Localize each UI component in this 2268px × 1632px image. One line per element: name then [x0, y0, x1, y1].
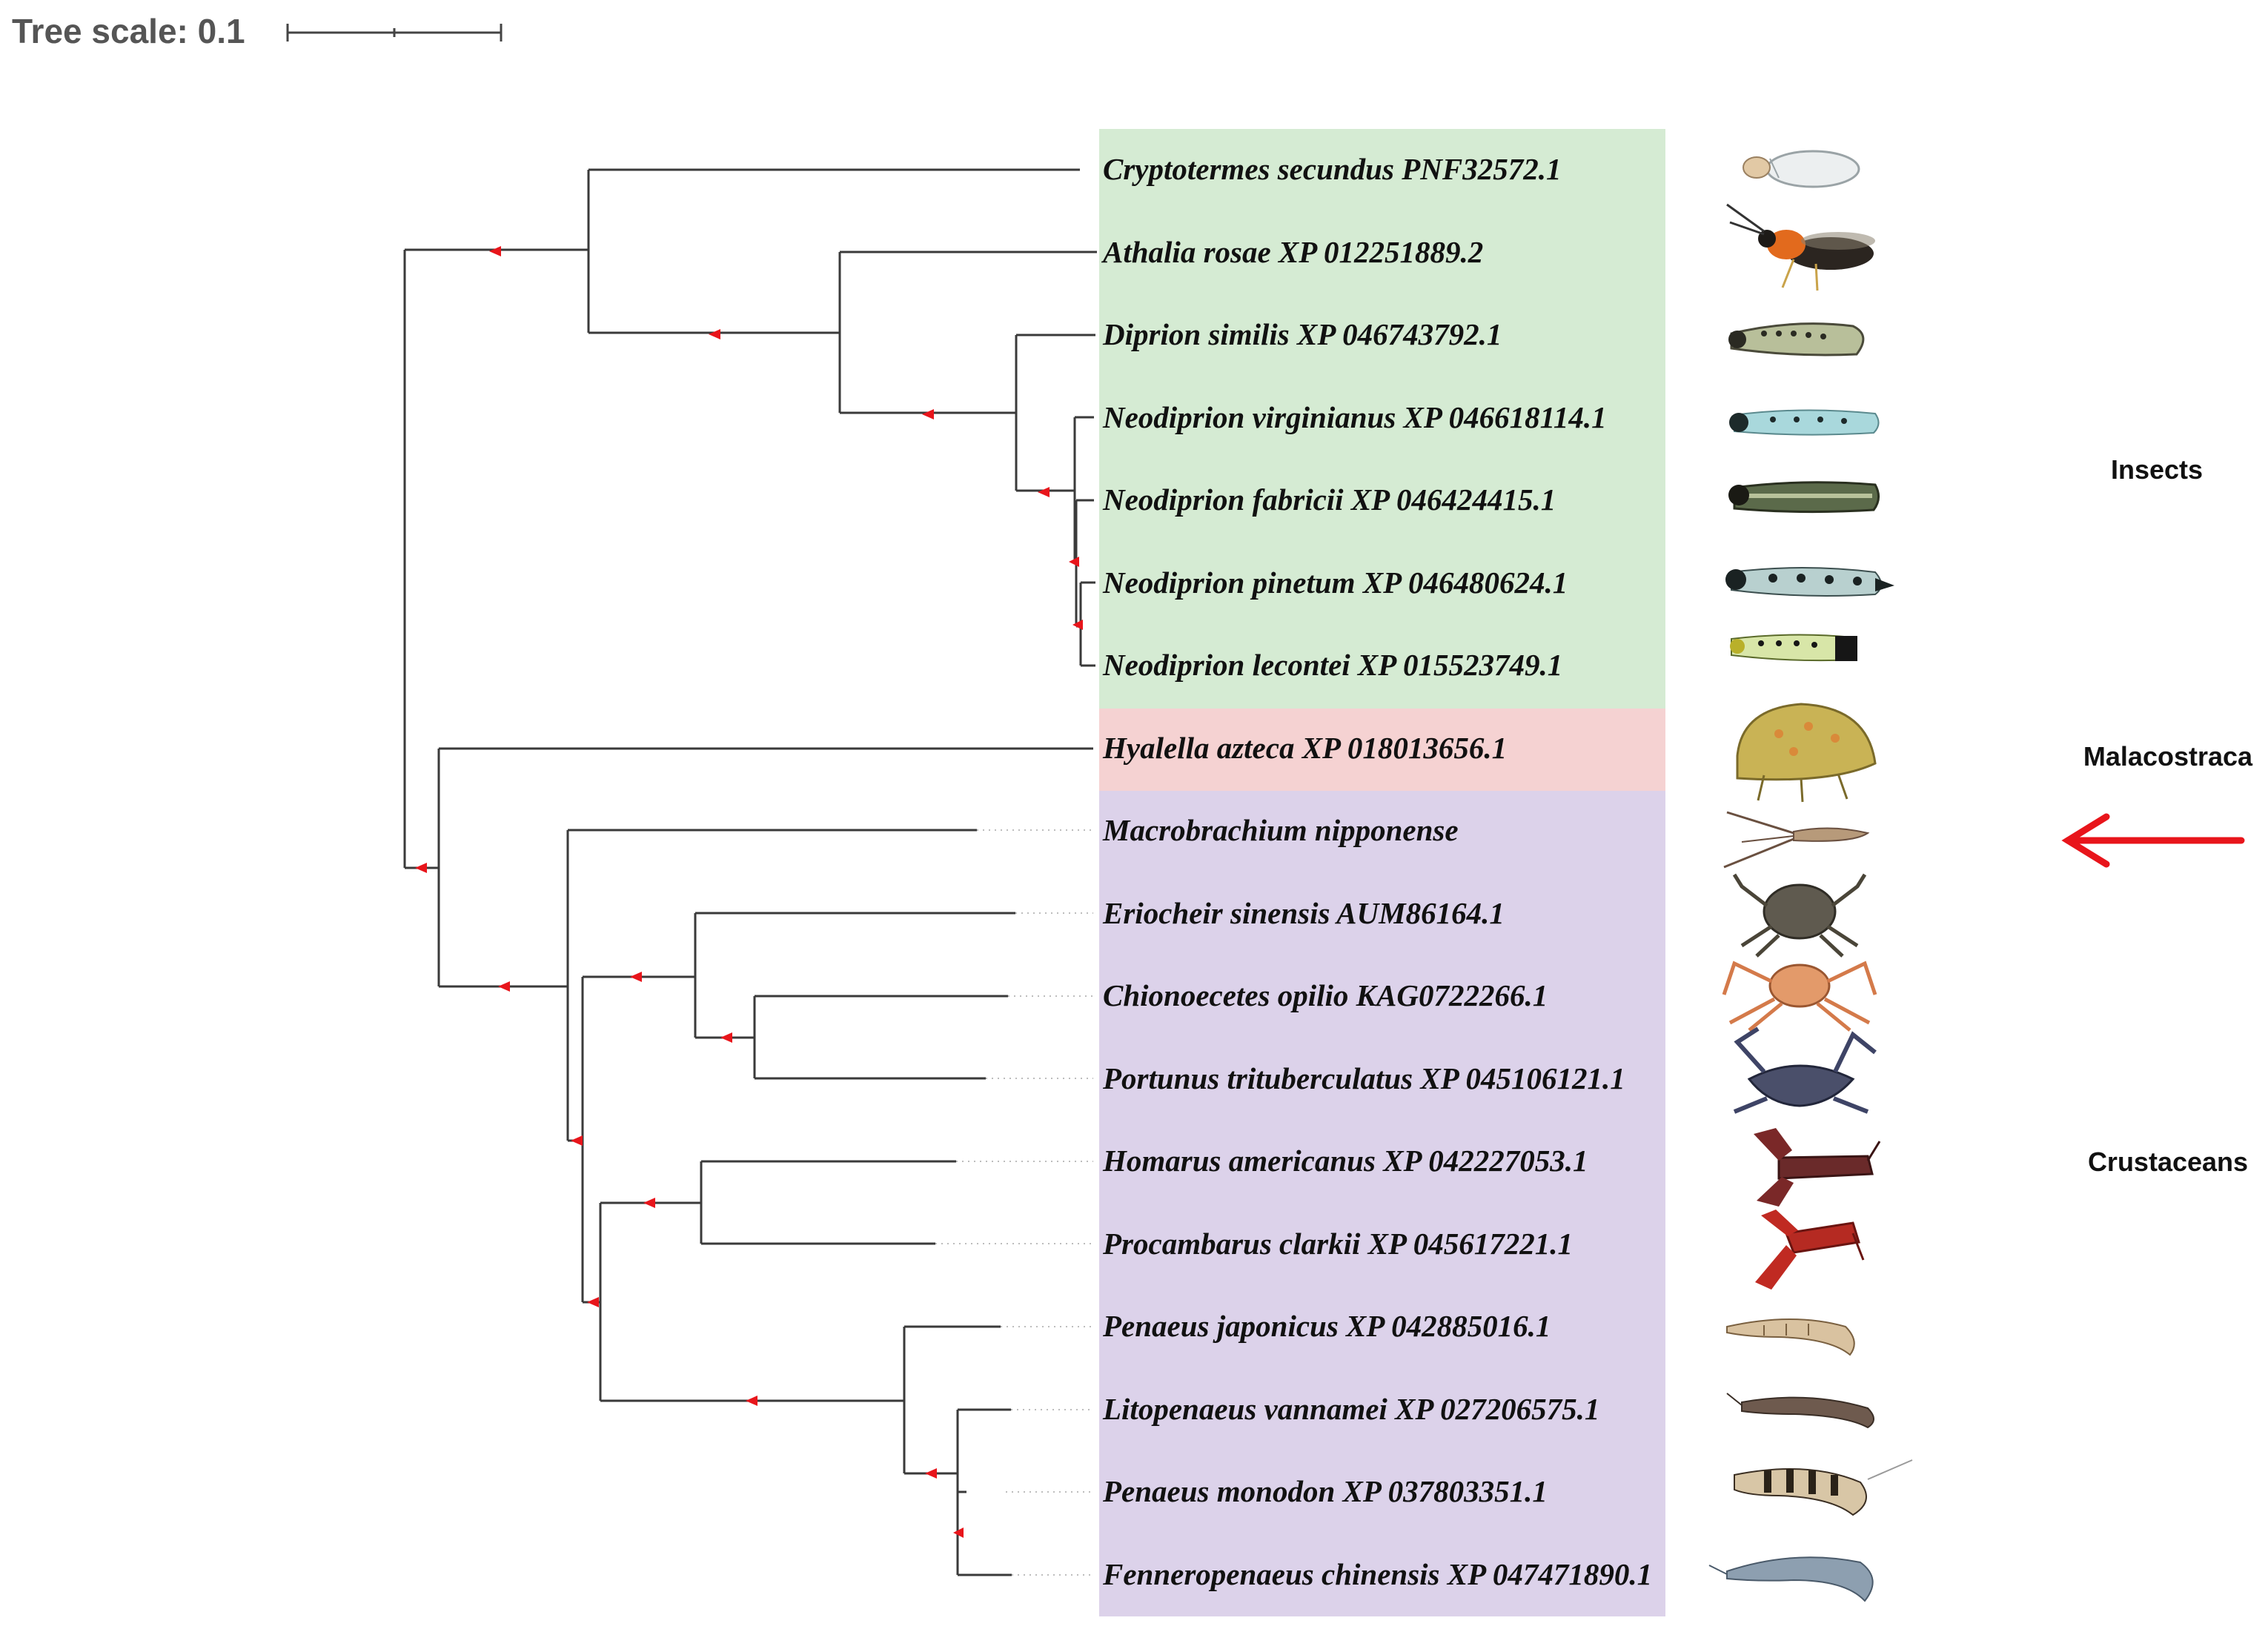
node-marker	[922, 409, 934, 419]
leaf-label: Neodiprion pinetum XP 046480624.1	[1102, 565, 1568, 600]
leaf-labels: Cryptotermes secundus PNF32572.1 Athalia…	[1101, 152, 1652, 1591]
node-marker	[720, 1032, 732, 1043]
node-marker	[415, 863, 427, 873]
node-marker	[489, 246, 501, 256]
leaf-label: Penaeus japonicus XP 042885016.1	[1102, 1309, 1551, 1343]
leaf-label: Neodiprion lecontei XP 015523749.1	[1102, 648, 1562, 682]
amphipod-icon	[1736, 703, 1877, 803]
lobster-icon	[1754, 1128, 1881, 1207]
leaf-label: Litopenaeus vannamei XP 027206575.1	[1102, 1392, 1599, 1426]
leaf-label: Macrobrachium nipponense	[1102, 813, 1459, 847]
leaf-label: Neodiprion fabricii XP 046424415.1	[1102, 482, 1556, 517]
node-marker	[630, 972, 642, 982]
node-marker	[1072, 620, 1083, 630]
group-label-insects: Insects	[2111, 454, 2203, 485]
crab-icon	[1733, 1026, 1877, 1114]
malacostraca-band	[1099, 709, 1665, 791]
node-markers	[415, 246, 1083, 1538]
larva-icon	[1729, 409, 1880, 436]
node-marker	[709, 329, 720, 339]
larva-icon	[1728, 322, 1865, 356]
crab-icon	[1732, 873, 1867, 958]
node-marker	[1069, 557, 1079, 567]
node-marker	[587, 1297, 599, 1307]
crab-icon	[1722, 961, 1877, 1032]
leaf-label: Portunus trituberculatus XP 045106121.1	[1102, 1061, 1625, 1095]
node-marker	[643, 1198, 655, 1208]
leaf-label: Neodiprion virginianus XP 046618114.1	[1102, 400, 1607, 434]
node-marker	[1038, 487, 1050, 497]
leaf-label: Diprion similis XP 046743792.1	[1102, 317, 1502, 351]
leaf-label: Hyalella azteca XP 018013656.1	[1102, 731, 1507, 765]
shrimp-icon	[1726, 1393, 1874, 1429]
node-marker	[953, 1527, 964, 1538]
tree-scale-bar	[286, 24, 503, 42]
leaf-label: Fenneropenaeus chinensis XP 047471890.1	[1102, 1557, 1652, 1591]
shrimp-icon	[1708, 1556, 1874, 1602]
larva-icon	[1730, 634, 1857, 662]
node-marker	[498, 981, 510, 992]
leaf-label: Cryptotermes secundus PNF32572.1	[1103, 152, 1561, 186]
leaf-label: Eriocheir sinensis AUM86164.1	[1102, 896, 1505, 930]
termite-icon	[1743, 150, 1860, 188]
node-marker	[746, 1396, 757, 1406]
prawn-icon	[1723, 811, 1870, 869]
tree-branches	[403, 168, 1097, 1576]
node-marker	[571, 1135, 583, 1146]
node-marker	[925, 1468, 937, 1479]
leaf-label: Homarus americanus XP 042227053.1	[1102, 1144, 1588, 1178]
tree-scale-label: Tree scale: 0.1	[12, 12, 245, 50]
leaf-label: Procambarus clarkii XP 045617221.1	[1102, 1227, 1573, 1261]
crayfish-icon	[1755, 1210, 1865, 1290]
group-label-crustaceans: Crustaceans	[2088, 1147, 2248, 1177]
crustaceans-band	[1099, 791, 1665, 1616]
group-label-malacostraca: Malacostraca	[2083, 741, 2253, 772]
insects-band	[1099, 129, 1665, 709]
leaf-label: Athalia rosae XP 012251889.2	[1101, 235, 1483, 269]
larva-icon	[1728, 481, 1880, 514]
leaf-guides	[935, 829, 1093, 1576]
larva-icon	[1725, 567, 1894, 597]
organism-icons	[1708, 150, 1913, 1602]
sawfly-icon	[1726, 203, 1875, 291]
shrimp-icon	[1726, 1318, 1855, 1356]
shrimp-icon	[1734, 1459, 1913, 1516]
highlight-arrow	[2061, 813, 2245, 868]
leaf-label: Penaeus monodon XP 037803351.1	[1102, 1474, 1548, 1508]
leaf-label: Chionoecetes opilio KAG0722266.1	[1103, 978, 1548, 1012]
